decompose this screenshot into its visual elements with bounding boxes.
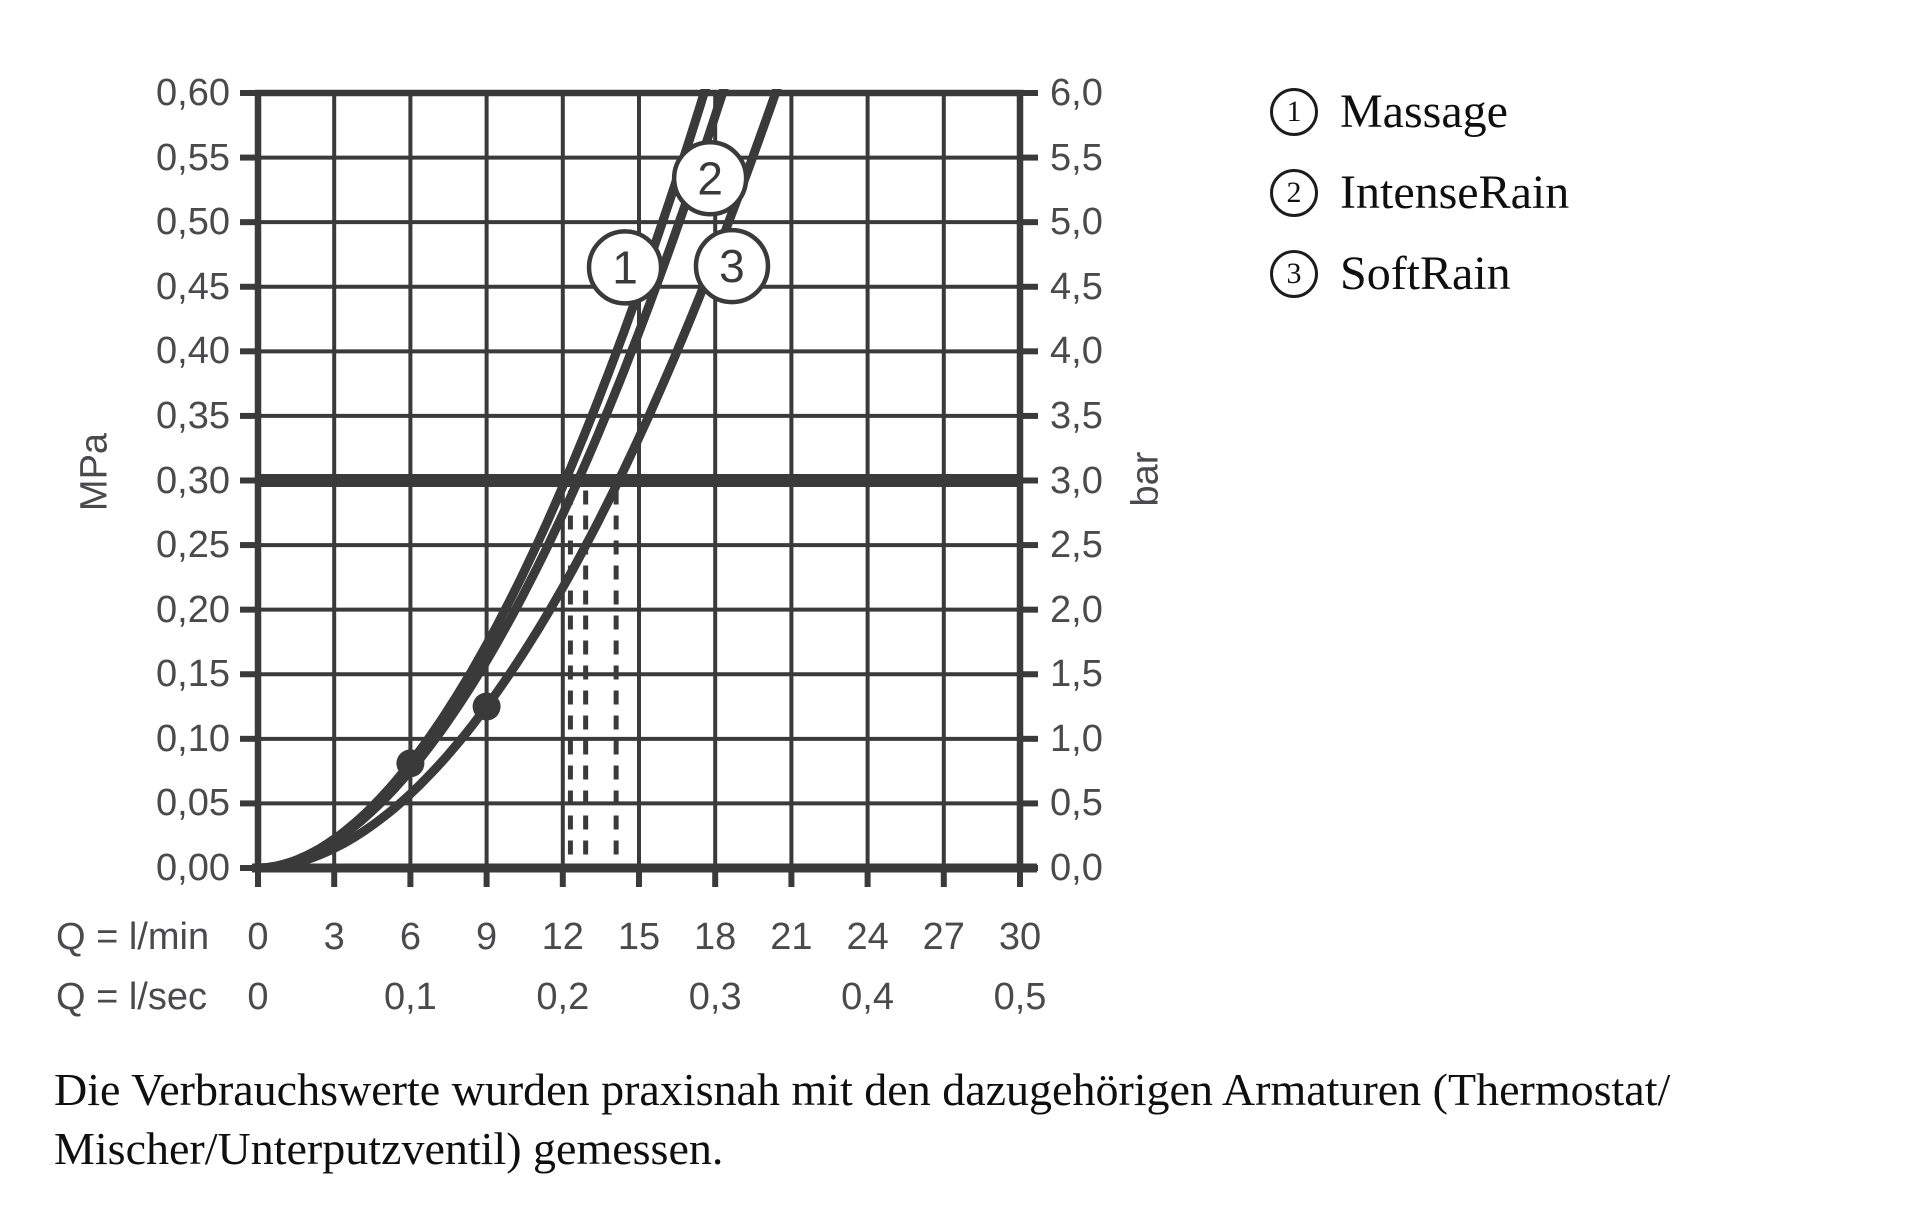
y-left-tick-label: 0,15 (156, 653, 230, 696)
legend-item-massage: 1 Massage (1270, 84, 1569, 139)
y-right-tick-label: 1,5 (1050, 653, 1103, 696)
measurement-dot (396, 749, 425, 778)
y-left-tick-label: 0,50 (156, 201, 230, 244)
y-right-tick-label: 4,5 (1050, 265, 1103, 308)
y-right-axis-unit: bar (1124, 451, 1167, 507)
x-lmin-tick-label: 15 (617, 916, 661, 958)
y-left-tick-label: 0,55 (156, 136, 230, 179)
legend-label: IntenseRain (1340, 166, 1570, 219)
x-axis-row1-label: Q = l/min (56, 916, 210, 958)
x-lsec-tick-label: 0,3 (688, 976, 742, 1018)
circled-number-3-icon: 3 (1270, 249, 1318, 298)
y-left-tick-label: 0,10 (156, 717, 230, 760)
curve-label-text-1: 1 (612, 241, 638, 293)
y-left-tick-label: 0,05 (156, 782, 230, 825)
curve-1-massage (254, 89, 711, 871)
x-lsec-tick-label: 0 (247, 976, 269, 1018)
curve-label-circle-3 (693, 227, 771, 305)
y-right-tick-label: 1,0 (1050, 717, 1103, 760)
footnote: Die Verbrauchswerte wurden praxisnah mit… (54, 1060, 1834, 1178)
y-right-tick-label: 2,0 (1050, 588, 1103, 631)
y-left-tick-label: 0,00 (156, 847, 230, 889)
x-lmin-tick-label: 21 (770, 916, 813, 958)
x-lmin-tick-label: 12 (541, 916, 584, 958)
x-lsec-tick-label: 0,2 (536, 976, 590, 1018)
y-left-tick-label: 0,40 (156, 330, 230, 373)
y-left-tick-label: 0,25 (156, 524, 230, 567)
y-right-tick-label: 5,5 (1050, 136, 1103, 179)
y-right-tick-label: 2,5 (1050, 524, 1103, 567)
footnote-line-1: Die Verbrauchswerte wurden praxisnah mit… (54, 1064, 1671, 1115)
y-right-tick-label: 0,5 (1050, 782, 1103, 825)
x-lmin-tick-label: 18 (694, 916, 737, 958)
y-left-axis-unit: MPa (73, 432, 116, 512)
y-left-tick-label: 0,35 (156, 394, 230, 437)
circled-number-1-icon: 1 (1270, 87, 1318, 136)
y-left-tick-label: 0,45 (156, 265, 230, 308)
circled-number-2-icon: 2 (1270, 168, 1318, 217)
y-right-tick-label: 6,0 (1050, 72, 1103, 114)
curve-label-text-2: 2 (697, 152, 723, 204)
y-right-tick-label: 5,0 (1050, 201, 1103, 244)
measurement-dot (472, 692, 501, 721)
x-lmin-tick-label: 27 (922, 916, 965, 958)
x-lmin-tick-label: 0 (247, 916, 269, 958)
x-lsec-tick-label: 0,5 (993, 976, 1047, 1018)
curve-2-intenserain (254, 89, 729, 871)
legend-item-intenserain: 2 IntenseRain (1270, 165, 1569, 220)
y-left-tick-label: 0,20 (156, 588, 230, 631)
x-lmin-tick-label: 30 (998, 916, 1042, 958)
y-right-tick-label: 3,0 (1050, 459, 1103, 502)
x-lmin-tick-label: 3 (323, 916, 345, 958)
legend: 1 Massage 2 IntenseRain 3 SoftRain (1270, 84, 1569, 327)
y-right-tick-label: 0,0 (1050, 847, 1103, 889)
legend-label: SoftRain (1340, 247, 1511, 300)
curve-label-text-3: 3 (719, 240, 745, 292)
y-left-tick-label: 0,60 (156, 72, 230, 114)
y-right-tick-label: 3,5 (1050, 394, 1103, 437)
legend-label: Massage (1340, 85, 1508, 138)
x-lmin-tick-label: 6 (399, 916, 421, 958)
x-lsec-tick-label: 0,1 (383, 976, 437, 1018)
y-right-tick-label: 4,0 (1050, 330, 1103, 373)
legend-item-softrain: 3 SoftRain (1270, 246, 1569, 301)
x-axis-row2-label: Q = l/sec (56, 976, 207, 1018)
x-lmin-tick-label: 24 (846, 916, 889, 958)
curve-label-circle-2 (671, 140, 749, 217)
y-left-tick-label: 0,30 (156, 459, 230, 502)
footnote-line-2: Mischer/Unterputzventil) gemessen. (54, 1123, 724, 1174)
x-lmin-tick-label: 9 (476, 916, 498, 958)
curve-label-circle-1 (586, 229, 664, 306)
x-lsec-tick-label: 0,4 (841, 976, 894, 1018)
